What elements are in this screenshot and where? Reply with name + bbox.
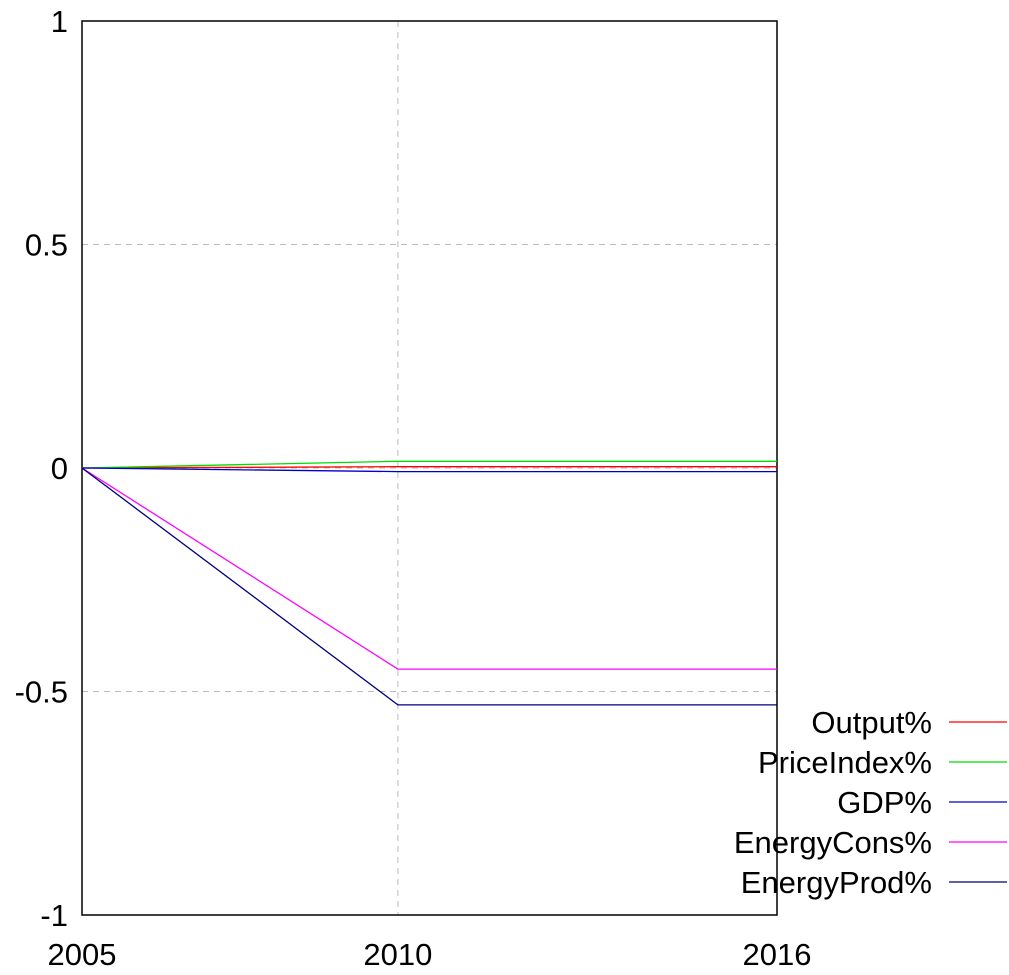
x-tick-label: 2016 xyxy=(743,937,812,972)
y-tick-label: -0.5 xyxy=(15,675,68,710)
series-line xyxy=(81,466,777,469)
series-line xyxy=(81,460,777,469)
series-layer xyxy=(81,460,777,706)
legend-label: Output% xyxy=(811,705,932,740)
legend-label: GDP% xyxy=(837,785,932,820)
series-line xyxy=(81,467,777,473)
legend-label: EnergyCons% xyxy=(734,825,932,860)
y-tick-label: -1 xyxy=(40,898,68,933)
legend-label: EnergyProd% xyxy=(741,865,932,900)
x-tick-label: 2010 xyxy=(363,937,432,972)
x-tick-label: 2005 xyxy=(48,937,117,972)
x-axis-tick-labels: 2005 2010 2016 xyxy=(48,937,812,972)
legend-label: PriceIndex% xyxy=(758,745,932,780)
y-axis-tick-labels: -1 -0.5 0 0.5 1 xyxy=(15,4,68,933)
series-line xyxy=(81,467,777,670)
y-tick-label: 0.5 xyxy=(25,228,68,263)
legend: Output% PriceIndex% GDP% EnergyCons% EnergyP… xyxy=(734,705,1007,900)
y-tick-label: 1 xyxy=(51,4,68,39)
y-tick-label: 0 xyxy=(51,451,68,486)
series-line xyxy=(81,467,777,706)
